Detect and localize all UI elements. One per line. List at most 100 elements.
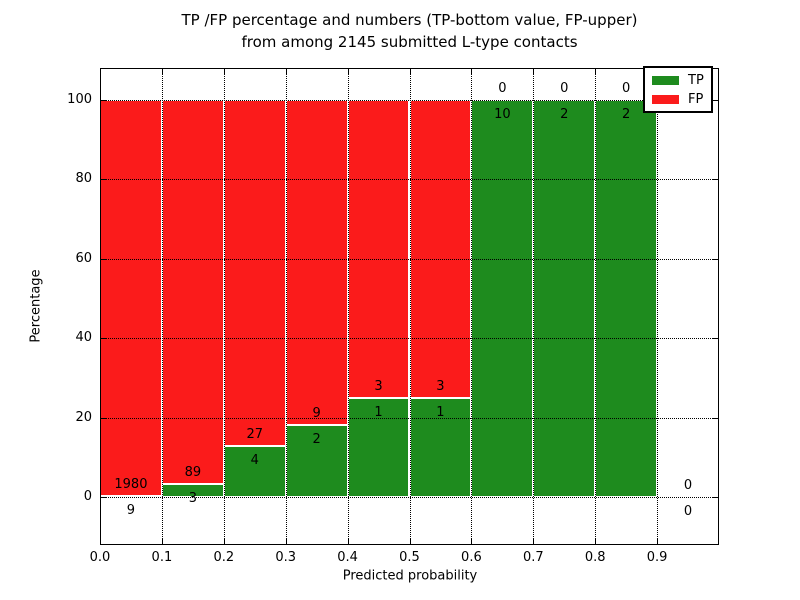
chart-title-line1: TP /FP percentage and numbers (TP-bottom… (181, 11, 638, 29)
x-tick-label: 0.6 (461, 550, 482, 565)
x-tick-mark (471, 539, 473, 544)
y-tick-mark (101, 258, 106, 260)
fp-count-label: 89 (184, 465, 202, 481)
x-gridline (533, 68, 535, 545)
tp-bar-segment (285, 425, 348, 498)
legend-row: FP (645, 90, 711, 109)
tp-bar-segment (533, 99, 596, 498)
x-tick-mark (471, 69, 473, 74)
x-tick-mark (100, 69, 101, 74)
x-tick-label: 0.7 (522, 550, 544, 565)
x-tick-mark (533, 69, 535, 74)
fp-bar-segment (100, 99, 162, 496)
x-gridline (409, 68, 411, 545)
legend: TP FP (643, 66, 713, 113)
x-tick-mark (223, 69, 225, 74)
tp-count-label: 1 (374, 404, 383, 420)
y-tick-mark (101, 179, 106, 181)
x-tick-mark (285, 539, 287, 544)
x-tick-label: 0.2 (213, 550, 235, 565)
y-tick-mark (101, 338, 106, 340)
tp-count-label: 4 (250, 453, 259, 469)
y-tick-mark (713, 258, 718, 260)
y-tick-label: 80 (75, 171, 92, 187)
x-tick-mark (409, 539, 411, 544)
y-gridline (100, 179, 719, 181)
y-gridline (100, 99, 719, 101)
tp-bar-segment (471, 99, 534, 498)
fp-bar-segment (409, 99, 472, 398)
left-spine (100, 68, 101, 545)
x-tick-mark (347, 539, 349, 544)
fp-count-label: 0 (498, 80, 507, 96)
tp-bar-segment (223, 446, 286, 498)
fp-count-label: 0 (683, 478, 693, 494)
x-gridline (595, 68, 597, 545)
x-tick-label: 0.0 (89, 550, 111, 565)
tp-count-label: 1 (436, 404, 445, 420)
fp-count-label: 27 (246, 427, 264, 443)
x-tick-mark (595, 539, 597, 544)
x-tick-label: 0.9 (646, 550, 668, 565)
plot-area: TP FP 1980 9 89 3 27 4 9 2 3 1 3 1 0 10 0 2 0 2 0 0 (100, 66, 719, 545)
y-tick-mark (713, 179, 718, 181)
y-tick-mark (101, 99, 106, 101)
x-tick-mark (533, 539, 535, 544)
y-tick-label: 60 (75, 250, 92, 266)
y-tick-mark (713, 497, 718, 499)
legend-label: TP (688, 72, 704, 88)
fp-count-label: 3 (436, 378, 445, 394)
top-spine (100, 68, 719, 69)
fp-count-label: 0 (622, 80, 631, 96)
y-tick-mark (101, 417, 106, 419)
right-spine (718, 68, 719, 545)
x-tick-mark (409, 69, 411, 74)
tp-legend-swatch-icon (652, 76, 679, 85)
x-gridline (285, 68, 287, 545)
fp-count-label: 9 (312, 406, 321, 422)
fp-count-label: 1980 (114, 476, 148, 492)
x-gridline (347, 68, 349, 545)
x-gridline (161, 68, 163, 545)
y-tick-label: 20 (75, 409, 92, 425)
x-tick-mark (161, 69, 163, 74)
x-tick-mark (161, 539, 163, 544)
x-tick-mark (595, 69, 597, 74)
tp-bar-segment (595, 99, 658, 498)
tp-count-label: 2 (622, 106, 631, 122)
y-tick-mark (713, 417, 718, 419)
tp-count-label: 0 (683, 504, 693, 520)
y-gridline (100, 497, 719, 499)
fp-count-label: 0 (560, 80, 569, 96)
y-gridline (100, 417, 719, 419)
y-gridline (100, 258, 719, 260)
y-tick-label: 0 (83, 489, 92, 505)
x-tick-mark (100, 539, 101, 544)
fp-count-label: 3 (374, 378, 383, 394)
x-axis-label: Predicted probability (342, 568, 478, 584)
y-tick-mark (713, 99, 718, 101)
tp-count-label: 3 (188, 491, 197, 507)
x-tick-label: 0.4 (337, 550, 358, 565)
tp-count-label: 2 (312, 432, 321, 448)
fp-legend-swatch-icon (652, 95, 679, 104)
legend-row: TP (645, 71, 711, 90)
fp-bar-segment (161, 99, 224, 485)
y-tick-mark (101, 497, 106, 499)
y-tick-label: 100 (67, 91, 92, 107)
x-tick-label: 0.8 (584, 550, 606, 565)
chart-title: TP /FP percentage and numbers (TP-bottom… (100, 9, 719, 53)
x-tick-mark (285, 69, 287, 74)
tp-count-label: 2 (560, 106, 569, 122)
x-tick-mark (347, 69, 349, 74)
x-tick-mark (223, 539, 225, 544)
x-tick-label: 0.3 (275, 550, 297, 565)
y-gridline (100, 338, 719, 340)
y-tick-label: 40 (75, 330, 92, 346)
bottom-spine (100, 544, 719, 545)
y-tick-mark (713, 338, 718, 340)
tp-count-label: 10 (494, 106, 511, 122)
tp-count-label: 9 (126, 502, 136, 518)
fp-bar-segment (223, 99, 286, 447)
